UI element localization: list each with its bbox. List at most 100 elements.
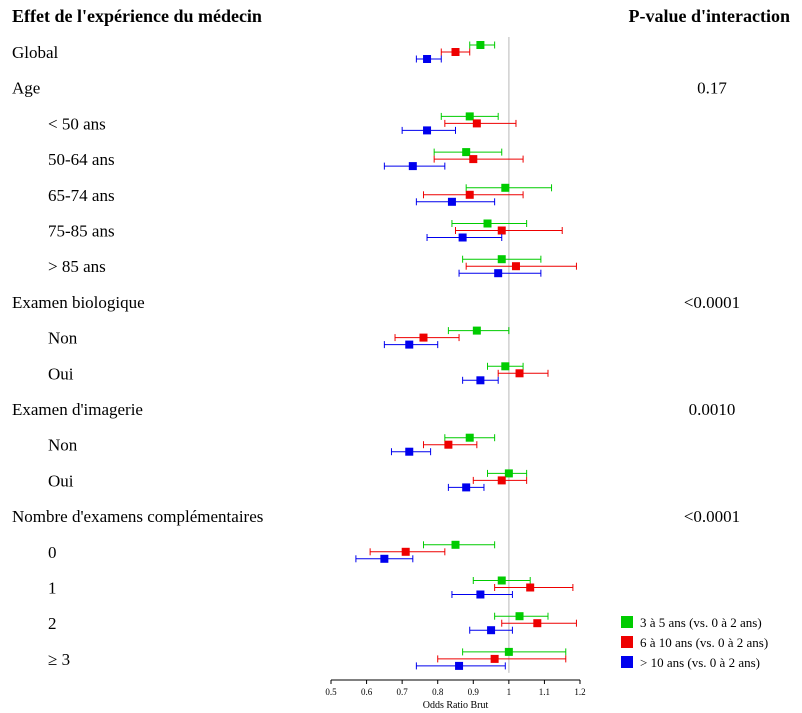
forest-row: Global xyxy=(12,41,496,63)
forest-row: Nombre d'examens complémentaires <0.0001 xyxy=(12,507,740,526)
point-estimate xyxy=(423,55,432,63)
point-estimate xyxy=(490,654,499,663)
row-label: Global xyxy=(12,43,59,62)
forest-row: 50-64 ans xyxy=(48,148,524,171)
row-label: Nombre d'examens complémentaires xyxy=(12,507,263,526)
point-estimate xyxy=(447,197,456,206)
row-label: ≥ 3 xyxy=(48,650,70,669)
point-estimate xyxy=(419,333,428,342)
forest-row: 75-85 ans xyxy=(48,219,563,242)
point-estimate xyxy=(444,440,453,449)
point-estimate xyxy=(504,469,513,478)
forest-row: < 50 ans xyxy=(48,112,517,135)
point-estimate xyxy=(497,255,506,264)
row-label: Non xyxy=(48,329,78,348)
point-estimate xyxy=(472,326,481,335)
chart-title: Effet de l'expérience du médecin xyxy=(12,6,262,26)
row-label: 1 xyxy=(48,579,57,598)
row-label: 65-74 ans xyxy=(48,186,115,205)
forest-row: Oui xyxy=(48,469,528,492)
point-estimate xyxy=(476,376,485,385)
x-tick-label: 1 xyxy=(507,687,512,697)
row-label: Oui xyxy=(48,364,74,383)
x-axis-label: Odds Ratio Brut xyxy=(423,700,489,711)
point-estimate xyxy=(472,119,481,128)
x-tick-label: 0.6 xyxy=(361,687,373,697)
point-estimate xyxy=(501,183,510,192)
x-tick-label: 0.8 xyxy=(432,687,444,697)
x-tick-label: 0.7 xyxy=(397,687,409,697)
legend-entry: 6 à 10 ans (vs. 0 à 2 ans) xyxy=(640,635,768,650)
pvalue-column-title: P-value d'interaction xyxy=(629,6,790,26)
row-label: Non xyxy=(48,436,78,455)
point-estimate xyxy=(451,540,460,549)
row-label: > 85 ans xyxy=(48,257,106,276)
row-label: 50-64 ans xyxy=(48,150,115,169)
interaction-pvalue: 0.17 xyxy=(697,79,727,98)
point-estimate xyxy=(497,476,506,485)
point-estimate xyxy=(455,661,464,670)
point-estimate xyxy=(380,554,389,563)
point-estimate xyxy=(494,269,503,278)
forest-row: > 85 ans xyxy=(48,255,577,278)
forest-row: Examen d'imagerie 0.0010 xyxy=(12,400,735,419)
interaction-pvalue: <0.0001 xyxy=(684,507,740,526)
point-estimate xyxy=(497,226,506,235)
point-estimate xyxy=(476,590,485,599)
x-tick-label: 1.2 xyxy=(574,687,585,697)
forest-row: Non xyxy=(48,326,510,349)
legend-entry: > 10 ans (vs. 0 à 2 ans) xyxy=(640,655,760,670)
forest-row: Non xyxy=(48,433,496,456)
legend-swatch xyxy=(621,616,633,628)
forest-row: ≥ 3 xyxy=(48,647,567,670)
row-label: Age xyxy=(12,79,40,98)
point-estimate xyxy=(497,576,506,585)
x-tick-label: 0.5 xyxy=(325,687,337,697)
forest-row: Oui xyxy=(48,362,549,385)
point-estimate xyxy=(487,626,496,635)
row-label: 75-85 ans xyxy=(48,222,115,241)
row-label: 2 xyxy=(48,614,57,633)
legend-swatch xyxy=(621,636,633,648)
point-estimate xyxy=(462,148,471,157)
point-estimate xyxy=(465,433,474,442)
forest-row: Age 0.17 xyxy=(12,79,727,98)
point-estimate xyxy=(533,619,542,628)
point-estimate xyxy=(465,190,474,199)
forest-row: 0 xyxy=(48,540,496,563)
row-label: Oui xyxy=(48,471,74,490)
row-label: 0 xyxy=(48,543,57,562)
x-tick-label: 1.1 xyxy=(539,687,550,697)
legend-entry: 3 à 5 ans (vs. 0 à 2 ans) xyxy=(640,615,762,630)
point-estimate xyxy=(405,340,414,349)
point-estimate xyxy=(423,126,432,135)
legend-swatch xyxy=(621,656,633,668)
point-estimate xyxy=(469,155,478,164)
point-estimate xyxy=(476,41,485,49)
point-estimate xyxy=(458,233,467,242)
forest-row: Examen biologique <0.0001 xyxy=(12,293,740,312)
point-estimate xyxy=(504,647,513,656)
x-axis: 0.5 0.6 0.7 0.8 0.9 1 1.1 1.2 Odds Ratio Brut xyxy=(325,679,586,711)
rows-layer: Global Age 0.17 < 50 ans 50-64 ans 65-74 ans 7… xyxy=(12,41,740,670)
point-estimate xyxy=(405,447,414,456)
point-estimate xyxy=(526,583,535,592)
point-estimate xyxy=(515,369,524,378)
forest-row: 65-74 ans xyxy=(48,183,553,206)
row-label: Examen d'imagerie xyxy=(12,400,143,419)
legend: 3 à 5 ans (vs. 0 à 2 ans) 6 à 10 ans (vs.… xyxy=(621,615,768,670)
point-estimate xyxy=(408,162,417,171)
row-label: Examen biologique xyxy=(12,293,145,312)
point-estimate xyxy=(501,362,510,371)
point-estimate xyxy=(511,262,520,271)
point-estimate xyxy=(462,483,471,492)
point-estimate xyxy=(515,612,524,621)
point-estimate xyxy=(465,112,474,121)
interaction-pvalue: <0.0001 xyxy=(684,293,740,312)
forest-row: 1 xyxy=(48,576,574,599)
point-estimate xyxy=(451,48,460,56)
point-estimate xyxy=(401,547,410,556)
x-tick-label: 0.9 xyxy=(468,687,480,697)
point-estimate xyxy=(483,219,492,228)
